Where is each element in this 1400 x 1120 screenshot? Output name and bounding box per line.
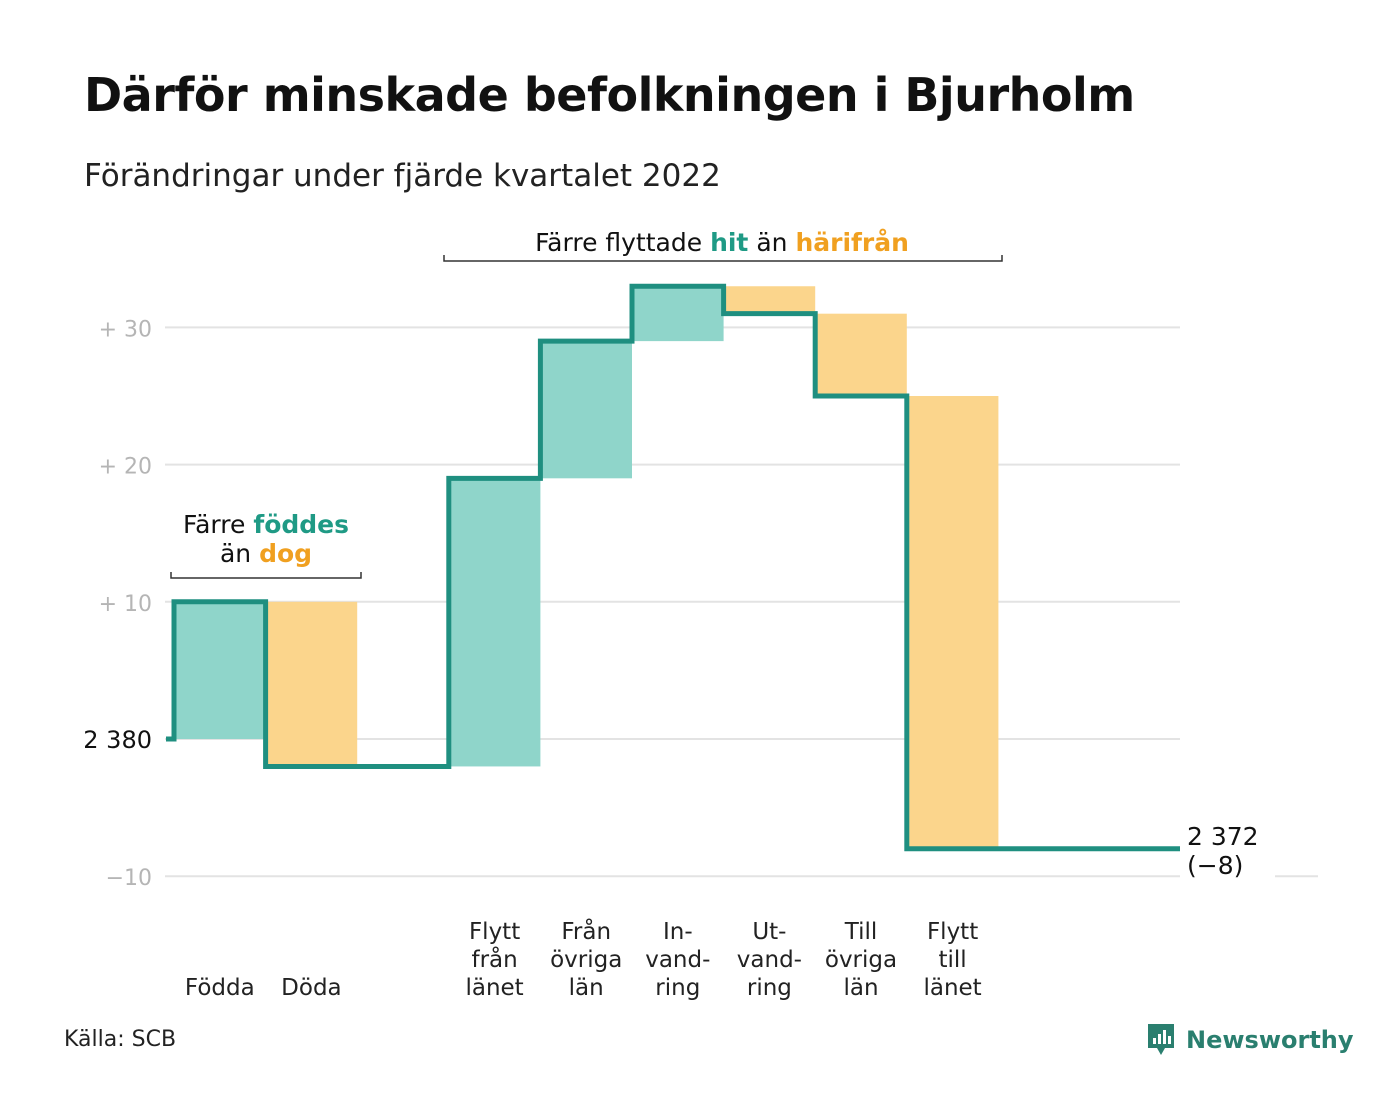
y-tick-label: −10: [106, 866, 152, 891]
y-tick-label: + 30: [99, 317, 152, 342]
brand-name: Newsworthy: [1186, 1026, 1354, 1054]
category-label: Flytt: [469, 919, 520, 945]
category-label: vand-: [645, 947, 710, 973]
chart-subtitle: Förändringar under fjärde kvartalet 2022: [84, 158, 721, 194]
increase-bar: [632, 286, 724, 342]
source-note: Källa: SCB: [64, 1027, 177, 1052]
category-label: In-: [663, 919, 693, 945]
category-label: ring: [655, 975, 700, 1001]
category-label: till: [938, 947, 966, 973]
end-change-label: (−8): [1187, 851, 1243, 880]
category-label: ring: [747, 975, 792, 1001]
population-step-line: [166, 283, 1180, 852]
decrease-bar: [265, 601, 358, 767]
y-tick-label: + 20: [99, 455, 152, 480]
brand-logo: Newsworthy: [1146, 1022, 1354, 1058]
decrease-bar: [815, 313, 907, 396]
increase-bar: [174, 601, 266, 739]
category-label: län: [569, 975, 604, 1001]
category-label: län: [843, 975, 878, 1001]
end-value-label: 2 372: [1187, 822, 1259, 851]
annotation-births-line1: Färre föddes: [183, 510, 349, 539]
category-label: Ut-: [752, 919, 786, 945]
category-label: Flytt: [927, 919, 978, 945]
category-label: övriga: [550, 947, 622, 973]
category-label: Döda: [281, 975, 341, 1001]
category-label: vand-: [737, 947, 802, 973]
category-label: länet: [923, 975, 981, 1001]
y-tick-label: + 10: [99, 592, 152, 617]
newsworthy-logo-icon: [1148, 1024, 1174, 1055]
increase-bar: [448, 478, 541, 767]
annotation-bracket: [170, 572, 362, 579]
chart-title: Därför minskade befolkningen i Bjurholm: [84, 68, 1135, 122]
annotation-migration: Färre flyttade hit än härifrån: [535, 228, 909, 257]
category-label: övriga: [825, 947, 897, 973]
decrease-bar: [723, 286, 816, 314]
decrease-bar: [906, 396, 999, 849]
annotation-bracket: [443, 255, 1003, 262]
annotation-births-line2: än dog: [220, 539, 312, 568]
category-label: Födda: [185, 975, 255, 1001]
category-label: Från: [561, 917, 611, 945]
category-label: från: [471, 945, 517, 973]
category-label: länet: [465, 975, 523, 1001]
category-label: Till: [844, 919, 878, 945]
increase-bar: [540, 341, 632, 479]
start-value-label: 2 380: [83, 726, 152, 754]
